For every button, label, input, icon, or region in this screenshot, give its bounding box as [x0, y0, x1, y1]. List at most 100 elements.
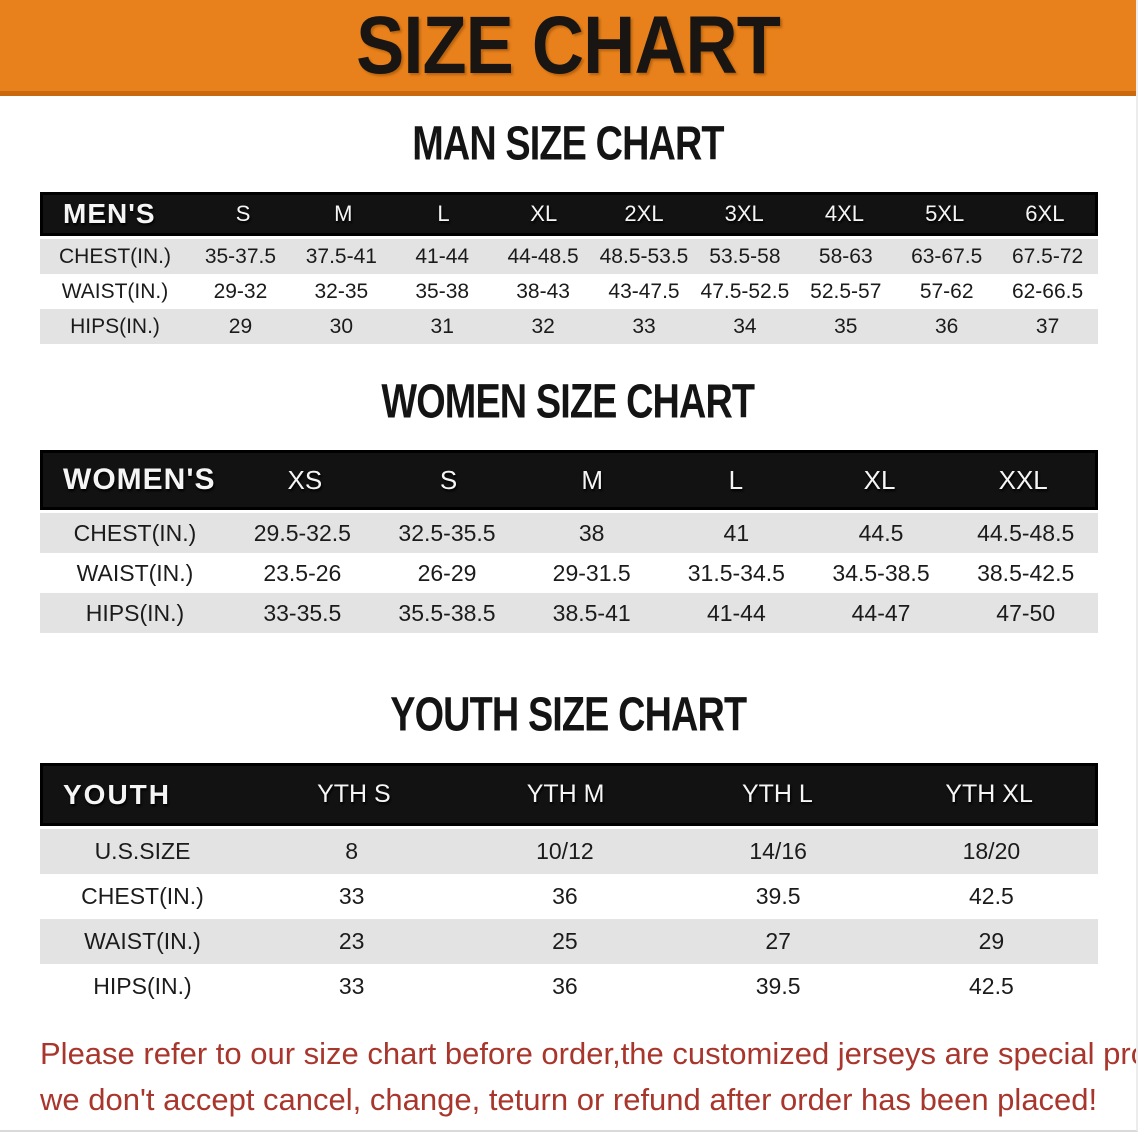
table-cell: 37.5-41 — [305, 244, 377, 268]
men-section: MAN SIZE CHART MEN'S S M L XL 2XL 3XL 4XL 5XL 6XL… — [0, 117, 1136, 344]
youth-size-table: YOUTH YTH S YTH M YTH L YTH XL U.S.SIZE 8 10/12… — [40, 763, 1098, 1009]
table-row: HIPS(IN.) 33 36 39.5 42.5 — [40, 964, 1098, 1009]
row-label: HIPS(IN.) — [85, 599, 185, 626]
column-header: M — [334, 201, 353, 226]
table-cell: 34 — [733, 314, 757, 338]
table-cell: 38.5-42.5 — [977, 559, 1075, 586]
table-cell: 67.5-72 — [1011, 244, 1084, 268]
banner-title: SIZE CHART — [356, 0, 781, 92]
table-cell: 39.5 — [755, 883, 801, 909]
table-cell: 31 — [430, 314, 454, 338]
table-row: CHEST(IN.) 35-37.5 37.5-41 41-44 44-48.5 48.5… — [40, 239, 1098, 274]
row-label: CHEST(IN.) — [59, 244, 171, 268]
table-cell: 35.5-38.5 — [398, 599, 496, 626]
table-cell: 36 — [552, 883, 578, 909]
row-label: HIPS(IN.) — [70, 314, 160, 338]
column-header: 4XL — [824, 201, 864, 226]
table-cell: 32-35 — [314, 279, 369, 303]
column-header: 3XL — [724, 201, 764, 226]
table-cell: 53.5-58 — [709, 244, 781, 268]
table-cell: 26-29 — [417, 559, 477, 586]
men-section-heading: MAN SIZE CHART — [0, 117, 1136, 171]
column-header: M — [581, 464, 604, 495]
table-row: U.S.SIZE 8 10/12 14/16 18/20 — [40, 829, 1098, 874]
column-header: S — [439, 464, 458, 495]
table-cell: 38 — [578, 519, 605, 546]
table-cell: 31.5-34.5 — [687, 559, 785, 586]
row-label: HIPS(IN.) — [93, 973, 192, 999]
table-cell: 32.5-35.5 — [398, 519, 496, 546]
table-cell: 29-31.5 — [552, 559, 631, 586]
women-section: WOMEN SIZE CHART WOMEN'S XS S M L XL XXL CHEST(… — [0, 375, 1136, 633]
column-header: YTH S — [317, 780, 391, 808]
table-cell: 29 — [978, 928, 1005, 954]
row-label: WAIST(IN.) — [76, 559, 194, 586]
column-header: 5XL — [925, 201, 965, 226]
table-cell: 34.5-38.5 — [832, 559, 930, 586]
youth-section-heading-text: YOUTH SIZE CHART — [390, 688, 747, 742]
youth-section-heading: YOUTH SIZE CHART — [0, 688, 1136, 742]
table-cell: 35-38 — [415, 279, 470, 303]
table-row: HIPS(IN.) 33-35.5 35.5-38.5 38.5-41 41-44 44-… — [40, 593, 1098, 633]
table-cell: 23.5-26 — [263, 559, 342, 586]
table-cell: 37 — [1035, 314, 1060, 338]
table-cell: 44-48.5 — [507, 244, 579, 268]
table-cell: 44-47 — [851, 599, 911, 626]
row-label: WAIST(IN.) — [84, 928, 201, 954]
table-cell: 8 — [345, 838, 359, 864]
table-row: WAIST(IN.) 23.5-26 26-29 29-31.5 31.5-34.5 34… — [40, 553, 1098, 593]
table-cell: 18/20 — [962, 838, 1021, 864]
row-label: CHEST(IN.) — [73, 519, 197, 546]
column-header: XL — [863, 464, 896, 495]
column-header: YTH L — [741, 780, 813, 808]
column-header: L — [437, 201, 450, 226]
size-group-label: WOMEN'S — [63, 463, 216, 496]
size-group-label: YOUTH — [63, 778, 171, 810]
column-header: YTH M — [526, 780, 605, 808]
column-header: L — [728, 464, 744, 495]
table-cell: 32 — [531, 314, 555, 338]
table-cell: 30 — [329, 314, 354, 338]
note-line-1: Please refer to our size chart before or… — [40, 1036, 1138, 1071]
table-cell: 38-43 — [516, 279, 570, 303]
banner: SIZE CHART — [0, 0, 1136, 96]
youth-section: YOUTH SIZE CHART YOUTH YTH S YTH M YTH L YTH… — [0, 688, 1136, 1009]
table-cell: 48.5-53.5 — [599, 244, 689, 268]
table-cell: 44.5 — [858, 519, 904, 546]
table-cell: 35-37.5 — [204, 244, 277, 268]
table-cell: 33 — [338, 973, 365, 999]
column-header: 6XL — [1025, 201, 1065, 226]
size-group-label: MEN'S — [63, 198, 156, 229]
table-cell: 29 — [228, 314, 253, 338]
row-label: U.S.SIZE — [94, 838, 191, 864]
table-cell: 41-44 — [706, 599, 766, 626]
table-row: WAIST(IN.) 29-32 32-35 35-38 38-43 43-47.5 47.… — [40, 274, 1098, 309]
row-label: CHEST(IN.) — [81, 883, 204, 909]
column-header: XS — [287, 464, 323, 495]
table-cell: 41 — [723, 519, 750, 546]
table-cell: 23 — [338, 928, 365, 954]
women-section-heading-text: WOMEN SIZE CHART — [381, 375, 756, 429]
table-row: HIPS(IN.) 29 30 31 32 33 34 35 36 37 — [40, 309, 1098, 344]
table-row: CHEST(IN.) 29.5-32.5 32.5-35.5 38 41 44.5 44.5… — [40, 513, 1098, 553]
table-cell: 25 — [552, 928, 578, 954]
table-cell: 62-66.5 — [1011, 279, 1084, 303]
table-cell: 39.5 — [755, 973, 801, 999]
order-note: Please refer to our size chart before or… — [40, 1031, 1138, 1123]
men-section-heading-text: MAN SIZE CHART — [412, 117, 724, 171]
table-cell: 63-67.5 — [911, 244, 983, 268]
table-header-row: YOUTH YTH S YTH M YTH L YTH XL — [40, 763, 1098, 826]
table-cell: 33 — [338, 883, 365, 909]
table-cell: 35 — [834, 314, 858, 338]
table-cell: 10/12 — [536, 838, 594, 864]
table-cell: 38.5-41 — [552, 599, 631, 626]
men-size-table: MEN'S S M L XL 2XL 3XL 4XL 5XL 6XL CHEST(IN.) 35-37… — [40, 192, 1098, 344]
column-header: 2XL — [624, 201, 664, 226]
women-size-table: WOMEN'S XS S M L XL XXL CHEST(IN.) 29.5-32.5 32.5… — [40, 450, 1098, 633]
column-header: S — [235, 201, 251, 226]
table-cell: 29.5-32.5 — [253, 519, 351, 546]
column-header: XL — [530, 201, 558, 226]
column-header: YTH XL — [945, 780, 1033, 808]
table-cell: 52.5-57 — [810, 279, 882, 303]
table-cell: 57-62 — [919, 279, 974, 303]
